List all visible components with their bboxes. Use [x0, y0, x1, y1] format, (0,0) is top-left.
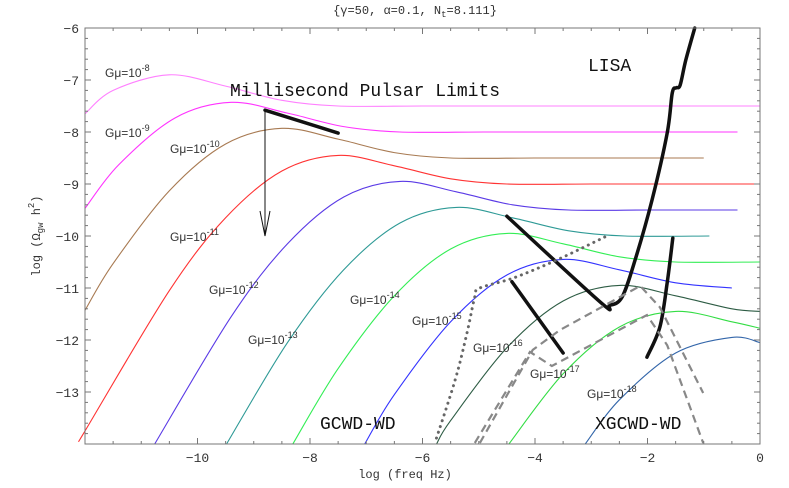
series-line	[84, 127, 704, 311]
series-label-13: Gμ=10-13	[248, 330, 298, 347]
series-label-9: Gμ=10-9	[105, 123, 150, 140]
y-tick-label: −8	[63, 126, 79, 141]
bound-bold-segment-mid	[510, 280, 565, 355]
y-tick-label: −7	[63, 74, 79, 89]
series-label-11: Gμ=10-11	[170, 227, 219, 244]
bounds-layer	[259, 26, 705, 445]
x-tick-label: −10	[186, 451, 209, 466]
curves-layer	[78, 74, 761, 445]
series-line	[508, 310, 761, 445]
annotation-pulsar: Millisecond Pulsar Limits	[230, 82, 500, 102]
series-label-10: Gμ=10-10	[170, 139, 220, 156]
series-label-15: Gμ=10-15	[412, 311, 462, 328]
series-line	[78, 154, 760, 442]
annotation-xgcwd: XGCWD-WD	[595, 415, 681, 435]
x-tick-label: −8	[302, 451, 318, 466]
y-tick-label: −6	[63, 22, 79, 37]
x-tick-label: −4	[527, 451, 543, 466]
bound-lisa	[505, 26, 697, 312]
bound-xgcwd-wd	[473, 313, 705, 444]
x-tick-label: −6	[415, 451, 431, 466]
series-label-12: Gμ=10-12	[209, 280, 259, 297]
series-line	[292, 232, 761, 445]
annotation-gcwd: GCWD-WD	[320, 415, 396, 435]
series-label-18: Gμ=10-18	[587, 384, 637, 401]
series-line	[84, 74, 760, 115]
y-tick-label: −9	[63, 178, 79, 193]
arrow-down-icon	[259, 210, 271, 237]
x-axis-label: log (freq Hz)	[358, 468, 452, 482]
y-tick-label: −13	[56, 386, 79, 401]
bound-dotted-bound	[433, 235, 607, 445]
x-tick-label: 0	[756, 451, 764, 466]
series-line	[84, 101, 738, 209]
bound-bold-segment-right	[645, 236, 675, 359]
y-tick-label: −12	[56, 334, 79, 349]
y-tick-label: −10	[56, 230, 79, 245]
chart-title: {γ=50, α=0.1, Nt=8.111}	[333, 4, 497, 20]
x-tick-label: −2	[640, 451, 656, 466]
series-label-16: Gμ=10-16	[473, 338, 523, 355]
series-labels: Gμ=10-8 Gμ=10-9 Gμ=10-10 Gμ=10-11 Gμ=10-…	[105, 63, 637, 401]
annotation-lisa: LISA	[588, 57, 631, 77]
axis-ticks: −10 −8 −6 −4 −2 0 −6 −7 −8 −9 −10 −11 −12 −13	[56, 22, 764, 466]
y-axis-label: log (Ωgw h2)	[27, 195, 46, 276]
series-line	[226, 206, 710, 445]
series-label-14: Gμ=10-14	[350, 290, 400, 307]
series-line	[154, 180, 738, 445]
y-tick-label: −11	[56, 282, 80, 297]
series-line	[436, 284, 761, 445]
series-label-8: Gμ=10-8	[105, 63, 150, 80]
series-label-17: Gμ=10-17	[530, 364, 580, 381]
bound-millisecond-pulsar-limits	[263, 108, 340, 135]
bound-gcwd-wd	[478, 284, 705, 444]
series-line	[584, 336, 761, 445]
